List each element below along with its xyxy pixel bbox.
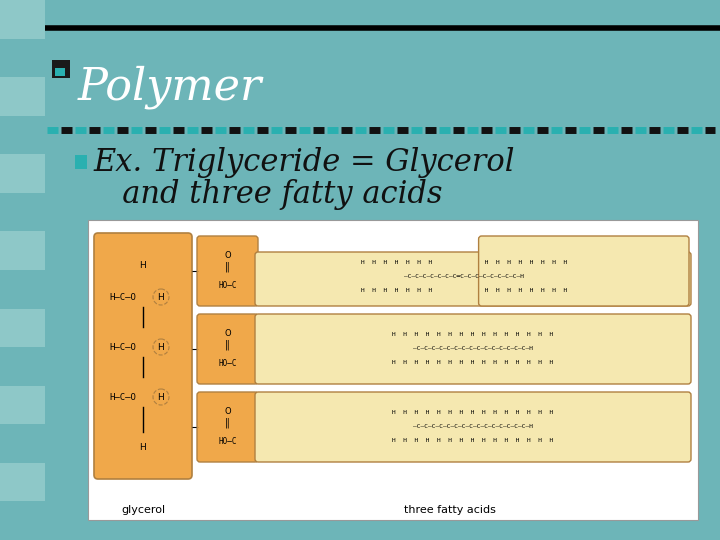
Bar: [88, 220, 698, 520]
Text: —C—C—C—C—C—C—C—C—C—C—C—C—C—C—C—H: —C—C—C—C—C—C—C—C—C—C—C—C—C—C—C—H: [413, 347, 533, 352]
Text: H  H  H  H  H  H  H  H  H  H  H  H  H  H  H: H H H H H H H H H H H H H H H: [392, 410, 554, 415]
Text: H: H: [158, 393, 164, 402]
Bar: [52, 60, 70, 78]
FancyBboxPatch shape: [255, 314, 691, 384]
Bar: [0, 232, 45, 270]
Text: three fatty acids: three fatty acids: [404, 505, 496, 515]
Bar: [0, 270, 45, 308]
Bar: [482, 255, 678, 265]
Bar: [0, 116, 45, 154]
Bar: [55, 68, 65, 76]
Text: H: H: [158, 293, 164, 301]
Bar: [0, 0, 45, 38]
FancyBboxPatch shape: [255, 392, 691, 462]
Text: HO—C: HO—C: [218, 280, 237, 289]
Text: O: O: [224, 407, 231, 415]
Text: ‖: ‖: [225, 340, 230, 350]
Text: Ex. Triglyceride = Glycerol: Ex. Triglyceride = Glycerol: [93, 146, 515, 178]
FancyBboxPatch shape: [479, 236, 689, 306]
FancyBboxPatch shape: [197, 314, 258, 384]
Text: H: H: [158, 342, 164, 352]
Text: —C—C—C—C—C—C—C—C—C—C—C—C—C—C—C—H: —C—C—C—C—C—C—C—C—C—C—C—C—C—C—C—H: [413, 424, 533, 429]
Bar: [0, 154, 45, 193]
Text: H—C—O: H—C—O: [109, 293, 136, 301]
Text: H: H: [140, 260, 146, 269]
Circle shape: [153, 289, 169, 305]
Text: —C—C—C—C—C—C—C═C—C—C—C—C—C—C—C—H: —C—C—C—C—C—C—C═C—C—C—C—C—C—C—C—H: [405, 274, 524, 280]
FancyBboxPatch shape: [94, 233, 192, 479]
FancyBboxPatch shape: [197, 236, 258, 306]
Circle shape: [153, 339, 169, 355]
FancyBboxPatch shape: [197, 392, 258, 462]
Bar: [0, 463, 45, 502]
Text: HO—C: HO—C: [218, 359, 237, 368]
Bar: [0, 502, 45, 540]
Text: ‖: ‖: [225, 262, 230, 272]
Bar: [0, 308, 45, 347]
Text: HO—C: HO—C: [218, 436, 237, 446]
Circle shape: [153, 389, 169, 405]
Text: H  H  H  H  H  H  H  H  H  H  H  H  H  H  H: H H H H H H H H H H H H H H H: [392, 438, 554, 443]
Text: glycerol: glycerol: [121, 505, 165, 515]
Text: H: H: [140, 442, 146, 451]
Text: O: O: [224, 251, 231, 260]
Bar: [0, 386, 45, 424]
Text: H  H  H  H  H  H  H              H  H  H  H  H  H  H  H: H H H H H H H H H H H H H H H: [361, 260, 567, 266]
Bar: [0, 347, 45, 386]
Text: H  H  H  H  H  H  H  H  H  H  H  H  H  H  H: H H H H H H H H H H H H H H H: [392, 361, 554, 366]
Text: Polymer: Polymer: [78, 65, 262, 109]
Bar: [0, 77, 45, 116]
Bar: [0, 38, 45, 77]
Text: H  H  H  H  H  H  H              H  H  H  H  H  H  H  H: H H H H H H H H H H H H H H H: [361, 288, 567, 294]
Text: and three fatty acids: and three fatty acids: [93, 179, 443, 211]
Text: H—C—O: H—C—O: [109, 342, 136, 352]
Text: H  H  H  H  H  H  H  H  H  H  H  H  H  H  H: H H H H H H H H H H H H H H H: [392, 333, 554, 338]
FancyBboxPatch shape: [255, 252, 691, 306]
Bar: [75, 155, 87, 169]
Text: H—C—O: H—C—O: [109, 393, 136, 402]
Text: ‖: ‖: [225, 418, 230, 428]
Bar: [0, 193, 45, 232]
Bar: [0, 424, 45, 463]
Text: O: O: [224, 328, 231, 338]
